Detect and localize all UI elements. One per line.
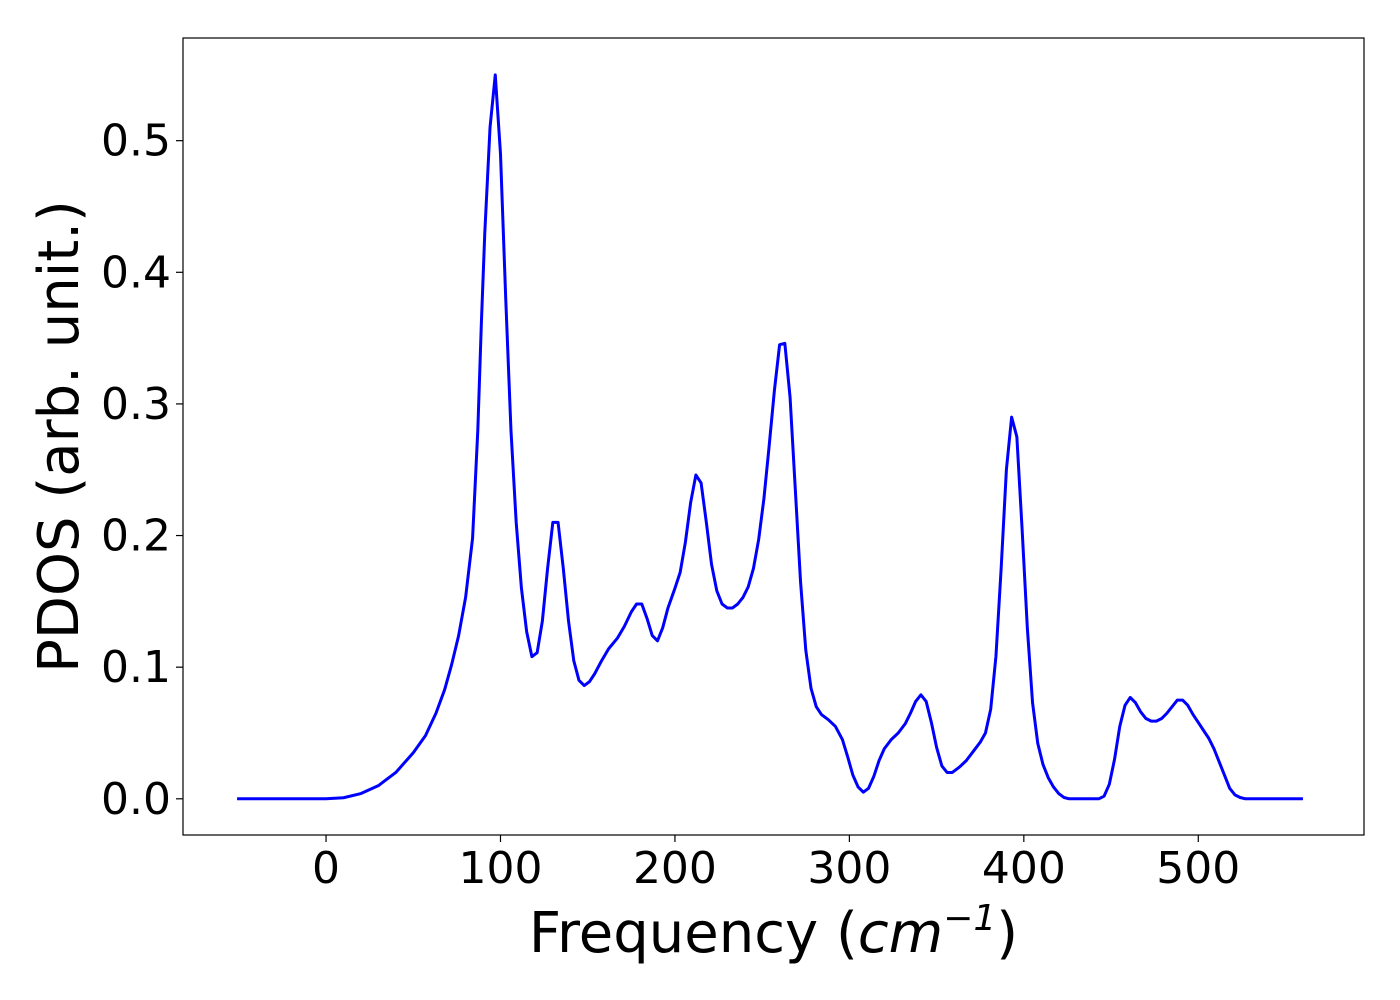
x-tick-label: 200 <box>633 843 717 894</box>
x-tick-label: 500 <box>1156 843 1240 894</box>
y-tick-label: 0.2 <box>101 511 171 562</box>
x-tick-label: 400 <box>982 843 1066 894</box>
y-axis-label: PDOS (arb. unit.) <box>27 200 92 673</box>
x-axis-label: Frequency (cm−1) <box>529 898 1018 966</box>
pdos-series-line <box>237 73 1303 801</box>
y-tick-label: 0.0 <box>101 774 171 825</box>
x-tick-label: 100 <box>458 843 542 894</box>
x-axis-label-suffix: ) <box>996 901 1018 966</box>
y-tick-label: 0.4 <box>101 247 171 298</box>
x-tick-label: 0 <box>312 843 340 894</box>
series-layer <box>237 73 1303 801</box>
plot-area-frame <box>182 37 1365 836</box>
y-tick-label: 0.1 <box>101 642 171 693</box>
y-tick-label: 0.5 <box>101 116 171 167</box>
y-tick-label: 0.3 <box>101 379 171 430</box>
y-axis-ticks: 0.0 0.1 0.2 0.3 0.4 0.5 <box>101 116 183 825</box>
x-axis-label-exponent: −1 <box>943 898 996 939</box>
x-axis-label-unit: cm <box>858 901 943 966</box>
x-axis-ticks: 0 100 200 300 400 500 <box>312 835 1240 894</box>
x-tick-label: 300 <box>807 843 891 894</box>
x-axis-label-prefix: Frequency ( <box>529 901 858 966</box>
